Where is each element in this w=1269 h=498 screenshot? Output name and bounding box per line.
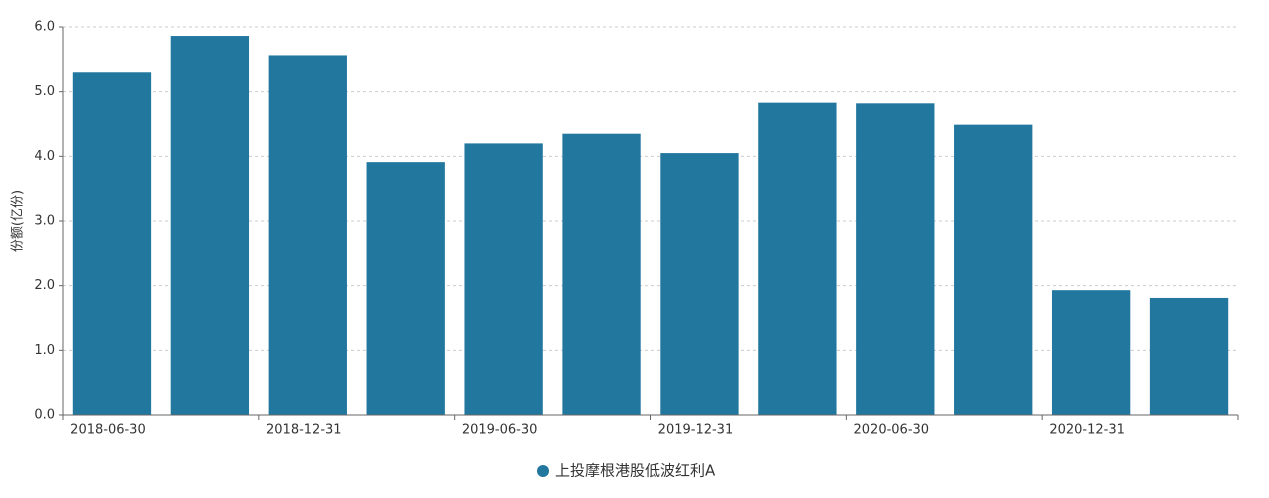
x-tick-label: 2019-12-31: [658, 423, 734, 438]
bar: [562, 133, 641, 415]
legend-label: 上投摩根港股低波红利A: [555, 462, 716, 480]
x-tick-label: 2018-12-31: [266, 423, 342, 438]
y-tick-label: 4.0: [34, 149, 55, 164]
bar: [1149, 297, 1229, 415]
legend-marker: [537, 465, 549, 477]
bar: [660, 153, 739, 415]
y-tick-label: 0.0: [34, 408, 55, 423]
bar: [268, 55, 347, 415]
x-tick-label: 2018-06-30: [70, 423, 146, 438]
y-tick-label: 1.0: [34, 343, 55, 358]
x-tick-label: 2020-12-31: [1049, 423, 1125, 438]
y-tick-label: 2.0: [34, 278, 55, 293]
bar: [856, 103, 935, 415]
y-tick-label: 6.0: [34, 20, 55, 35]
bar: [954, 124, 1033, 415]
y-tick-label: 5.0: [34, 84, 55, 99]
y-axis-label: 份额(亿份): [11, 190, 26, 252]
bar: [758, 102, 837, 415]
bar: [170, 36, 250, 415]
bar: [366, 162, 445, 415]
bar: [72, 72, 152, 416]
x-tick-label: 2019-06-30: [462, 423, 538, 438]
bar: [1051, 290, 1131, 415]
bar: [464, 143, 543, 415]
x-tick-label: 2020-06-30: [854, 423, 930, 438]
y-tick-label: 3.0: [34, 214, 55, 229]
